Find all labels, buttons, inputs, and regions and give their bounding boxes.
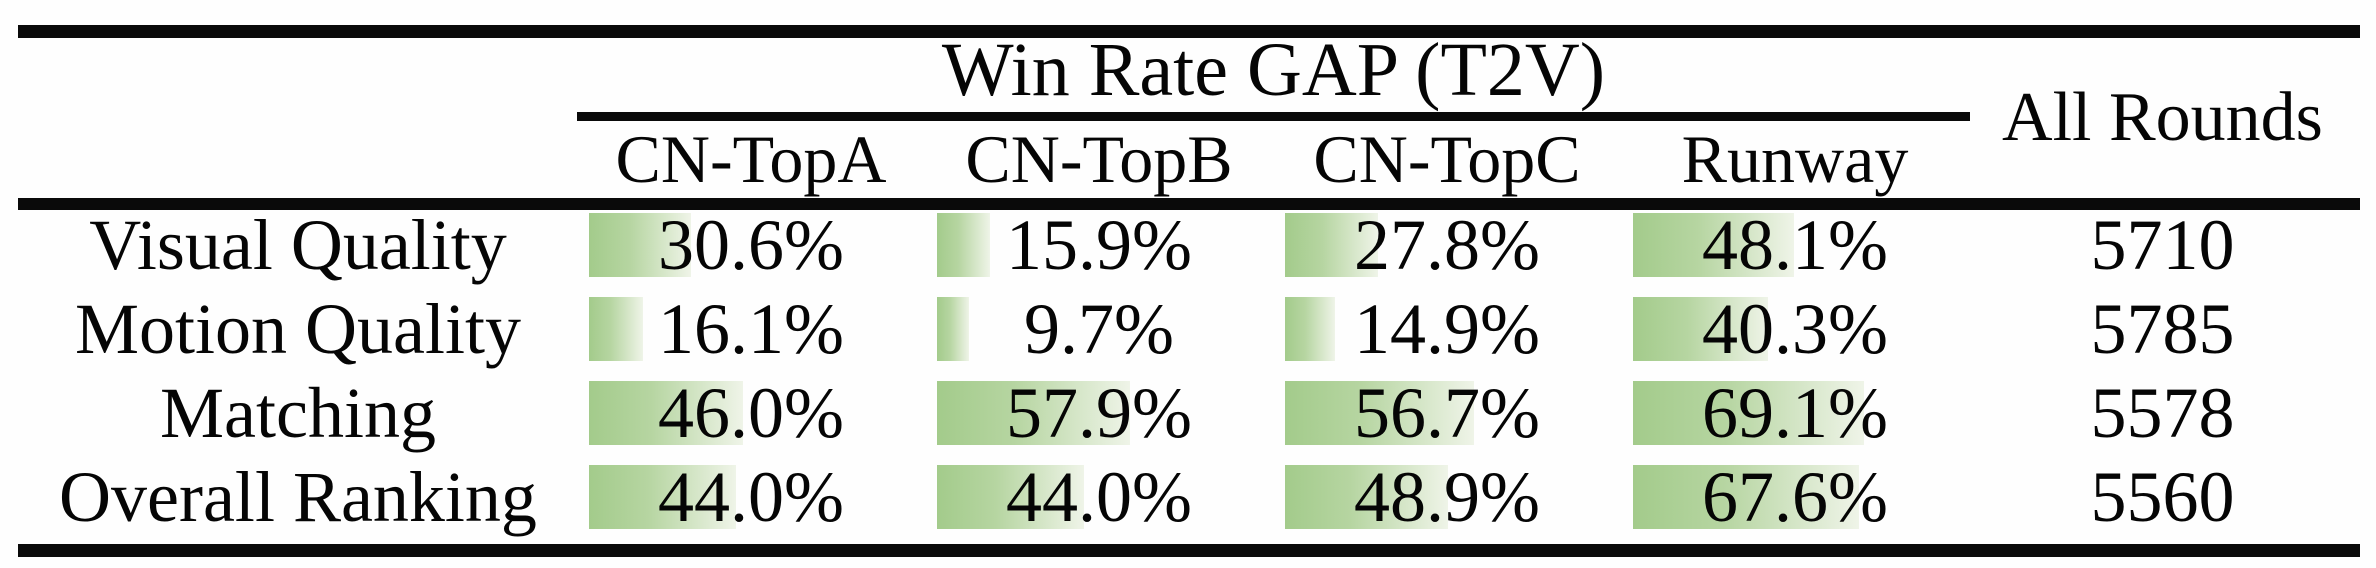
- column-header-cn-topb: CN-TopB: [965, 121, 1233, 197]
- winrate-bar: [1285, 381, 1475, 445]
- winrate-value: 46.0%: [658, 373, 844, 453]
- winrate-bar: [937, 297, 970, 361]
- winrate-bar: [1633, 297, 1768, 361]
- header-separator-rule: [18, 198, 2360, 210]
- winrate-value: 57.9%: [1006, 373, 1192, 453]
- winrate-value: 30.6%: [658, 205, 844, 285]
- table-row: Visual Quality 30.6% 15.9% 27.8% 48.1% 5…: [0, 203, 2376, 287]
- winrate-bar: [589, 381, 743, 445]
- winrate-bar: [1633, 465, 1859, 529]
- winrate-value: 16.1%: [658, 289, 844, 369]
- winrate-cell: 14.9%: [1273, 287, 1621, 371]
- winrate-bar: [1633, 381, 1864, 445]
- winrate-bar: [937, 465, 1084, 529]
- winrate-cell: 30.6%: [577, 203, 925, 287]
- column-header-runway: Runway: [1681, 121, 1909, 197]
- winrate-bar: [937, 381, 1131, 445]
- table-row: Overall Ranking 44.0% 44.0% 48.9% 67.6% …: [0, 455, 2376, 539]
- winrate-value: 67.6%: [1702, 457, 1888, 537]
- all-rounds-value: 5785: [2090, 289, 2235, 369]
- winrate-value: 40.3%: [1702, 289, 1888, 369]
- winrate-bar: [589, 465, 736, 529]
- all-rounds-column-header: All Rounds: [2002, 79, 2323, 156]
- winrate-cell: 48.1%: [1621, 203, 1969, 287]
- winrate-cell: 27.8%: [1273, 203, 1621, 287]
- winrate-value: 69.1%: [1702, 373, 1888, 453]
- winrate-cell: 15.9%: [925, 203, 1273, 287]
- winrate-cell: 48.9%: [1273, 455, 1621, 539]
- winrate-cell: 67.6%: [1621, 455, 1969, 539]
- winrate-cell: 44.0%: [577, 455, 925, 539]
- row-label: Matching: [160, 373, 436, 453]
- group-header-title: Win Rate GAP (T2V): [941, 28, 1606, 112]
- winrate-cell: 44.0%: [925, 455, 1273, 539]
- winrate-cell: 69.1%: [1621, 371, 1969, 455]
- column-header-cn-topa: CN-TopA: [615, 121, 887, 197]
- winrate-bar: [1285, 297, 1335, 361]
- winrate-bar: [1285, 213, 1378, 277]
- winrate-value: 15.9%: [1006, 205, 1192, 285]
- winrate-bar: [589, 213, 692, 277]
- winrate-value: 44.0%: [1006, 457, 1192, 537]
- group-header-underline-rule: [577, 112, 1970, 121]
- winrate-cell: 57.9%: [925, 371, 1273, 455]
- winrate-cell: 56.7%: [1273, 371, 1621, 455]
- winrate-cell: 46.0%: [577, 371, 925, 455]
- winrate-value: 48.1%: [1702, 205, 1888, 285]
- row-label: Overall Ranking: [59, 457, 537, 537]
- all-rounds-value: 5710: [2090, 205, 2235, 285]
- winrate-bar: [1285, 465, 1449, 529]
- winrate-value: 48.9%: [1354, 457, 1540, 537]
- all-rounds-value: 5560: [2090, 457, 2235, 537]
- winrate-bar: [937, 213, 991, 277]
- bottom-rule: [18, 544, 2360, 557]
- winrate-cell: 16.1%: [577, 287, 925, 371]
- winrate-value: 44.0%: [658, 457, 844, 537]
- row-label: Visual Quality: [89, 205, 507, 285]
- winrate-value: 9.7%: [1024, 289, 1174, 369]
- winrate-value: 56.7%: [1354, 373, 1540, 453]
- winrate-value: 14.9%: [1354, 289, 1540, 369]
- winrate-value: 27.8%: [1354, 205, 1540, 285]
- all-rounds-value: 5578: [2090, 373, 2235, 453]
- table-row: Matching 46.0% 57.9% 56.7% 69.1% 5578: [0, 371, 2376, 455]
- winrate-cell: 40.3%: [1621, 287, 1969, 371]
- winrate-cell: 9.7%: [925, 287, 1273, 371]
- winrate-bar: [589, 297, 643, 361]
- column-header-cn-topc: CN-TopC: [1313, 121, 1581, 197]
- table-row: Motion Quality 16.1% 9.7% 14.9% 40.3% 57…: [0, 287, 2376, 371]
- row-label: Motion Quality: [75, 289, 521, 369]
- winrate-bar: [1633, 213, 1794, 277]
- top-rule: [18, 25, 2360, 38]
